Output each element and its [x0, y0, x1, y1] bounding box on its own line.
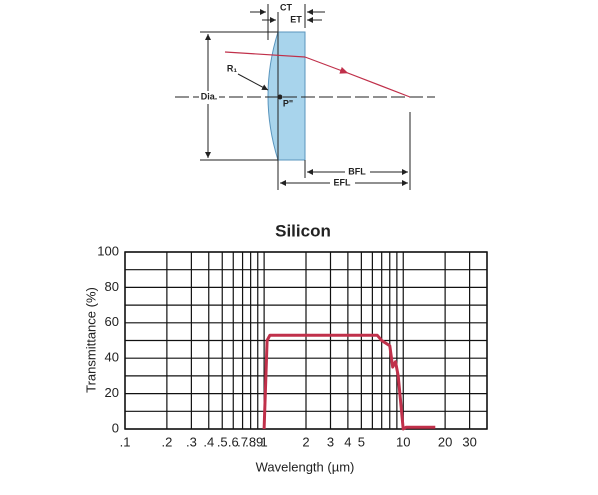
ray: [224, 51, 306, 58]
x-tick-label: 1: [261, 434, 268, 449]
p-label: P": [283, 98, 293, 108]
et-label: ET: [290, 14, 302, 24]
x-axis-label: Wavelength (µm): [256, 459, 355, 474]
x-tick-label: 10: [396, 434, 410, 449]
y-axis-label: Transmittance (%): [83, 287, 98, 393]
ray: [304, 56, 349, 74]
dia-label: Dia.: [201, 91, 218, 101]
x-tick-label: 20: [438, 434, 452, 449]
x-tick-label: 5: [358, 434, 365, 449]
x-tick-label: .8: [245, 434, 256, 449]
lens-diagram: CT ET R₁ Dia. P" BFL EFL: [175, 2, 435, 190]
x-tick-label: .6: [228, 434, 239, 449]
r1-label: R₁: [227, 63, 237, 73]
x-tick-label: .9: [252, 434, 263, 449]
chart-title: Silicon: [275, 221, 331, 240]
leader-line: [237, 73, 269, 91]
y-tick-label: 60: [105, 314, 119, 329]
y-tick-label: 80: [105, 279, 119, 294]
x-tick-label: 30: [462, 434, 476, 449]
x-tick-label: .7: [237, 434, 248, 449]
series-line: [262, 333, 436, 431]
ct-label: CT: [280, 2, 292, 12]
plot-frame: [124, 251, 488, 430]
principal-point: [277, 94, 283, 100]
efl-label: EFL: [334, 177, 352, 187]
x-tick-label: .1: [120, 434, 131, 449]
y-tick-label: 20: [105, 385, 119, 400]
x-tick-label: .5: [217, 434, 228, 449]
y-tick-label: 40: [105, 350, 119, 365]
y-tick-label: 100: [97, 243, 119, 258]
x-tick-label: .4: [203, 434, 214, 449]
x-tick-label: .3: [186, 434, 197, 449]
ray: [339, 69, 411, 98]
y-tick-label: 0: [112, 420, 119, 435]
x-tick-label: 3: [327, 434, 334, 449]
lens: [267, 31, 306, 161]
chart: Silicon Wavelength (µm) Transmittance (%…: [83, 221, 488, 474]
x-tick-label: 2: [302, 434, 309, 449]
x-tick-label: .2: [161, 434, 172, 449]
bfl-label: BFL: [348, 166, 366, 176]
label-background: [199, 91, 219, 103]
x-tick-label: 4: [344, 434, 351, 449]
